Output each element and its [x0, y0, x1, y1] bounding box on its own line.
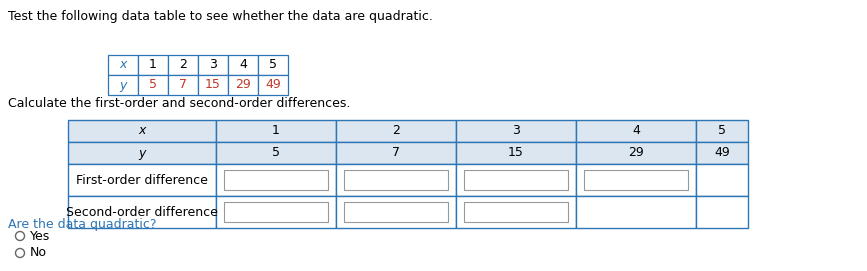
Text: x: x [120, 59, 127, 72]
Bar [108, 75, 138, 95]
Bar [584, 170, 688, 190]
Bar [68, 142, 216, 164]
Bar [336, 164, 456, 196]
Text: 4: 4 [632, 124, 640, 137]
Bar [216, 120, 336, 142]
Text: 2: 2 [392, 124, 400, 137]
Bar [344, 170, 448, 190]
Text: 5: 5 [269, 59, 277, 72]
Text: 4: 4 [239, 59, 247, 72]
Text: 1: 1 [272, 124, 280, 137]
Bar [258, 75, 288, 95]
Bar [168, 55, 198, 75]
Text: 5: 5 [718, 124, 726, 137]
Bar [336, 196, 456, 228]
Bar [336, 142, 456, 164]
Bar [68, 120, 216, 142]
Bar [198, 55, 228, 75]
Text: 15: 15 [205, 79, 221, 92]
Text: No: No [30, 247, 47, 260]
Text: 49: 49 [265, 79, 281, 92]
Bar [456, 164, 576, 196]
Text: First-order difference: First-order difference [76, 173, 208, 186]
Text: y: y [120, 79, 127, 92]
Text: Are the data quadratic?: Are the data quadratic? [8, 218, 157, 231]
Bar [216, 142, 336, 164]
Bar [464, 170, 568, 190]
Text: 15: 15 [508, 147, 524, 160]
Circle shape [16, 231, 24, 240]
Bar [576, 196, 696, 228]
Text: Test the following data table to see whether the data are quadratic.: Test the following data table to see whe… [8, 10, 433, 23]
Circle shape [16, 249, 24, 257]
Bar [696, 120, 748, 142]
Bar [138, 75, 168, 95]
Text: 29: 29 [628, 147, 644, 160]
Text: 7: 7 [179, 79, 187, 92]
Bar [576, 164, 696, 196]
Text: Yes: Yes [30, 230, 50, 243]
Bar [216, 164, 336, 196]
Bar [336, 120, 456, 142]
Bar [138, 55, 168, 75]
Bar [456, 196, 576, 228]
Text: 3: 3 [209, 59, 217, 72]
Bar [696, 164, 748, 196]
Text: 7: 7 [392, 147, 400, 160]
Bar [228, 75, 258, 95]
Bar [224, 202, 328, 222]
Bar [68, 164, 216, 196]
Bar [224, 170, 328, 190]
Text: 49: 49 [714, 147, 730, 160]
Bar [168, 75, 198, 95]
Text: x: x [139, 124, 146, 137]
Text: Calculate the first-order and second-order differences.: Calculate the first-order and second-ord… [8, 97, 350, 110]
Text: 5: 5 [272, 147, 280, 160]
Bar [576, 120, 696, 142]
Bar [456, 142, 576, 164]
Text: Second-order difference: Second-order difference [66, 205, 218, 218]
Bar [68, 196, 216, 228]
Bar [216, 196, 336, 228]
Bar [576, 142, 696, 164]
Bar [108, 55, 138, 75]
Bar [198, 75, 228, 95]
Text: 1: 1 [149, 59, 157, 72]
Bar [696, 196, 748, 228]
Bar [344, 202, 448, 222]
Bar [456, 120, 576, 142]
Bar [228, 55, 258, 75]
Text: 3: 3 [512, 124, 520, 137]
Text: 5: 5 [149, 79, 157, 92]
Bar [696, 142, 748, 164]
Text: y: y [139, 147, 146, 160]
Bar [464, 202, 568, 222]
Text: 2: 2 [179, 59, 187, 72]
Bar [258, 55, 288, 75]
Text: 29: 29 [235, 79, 251, 92]
